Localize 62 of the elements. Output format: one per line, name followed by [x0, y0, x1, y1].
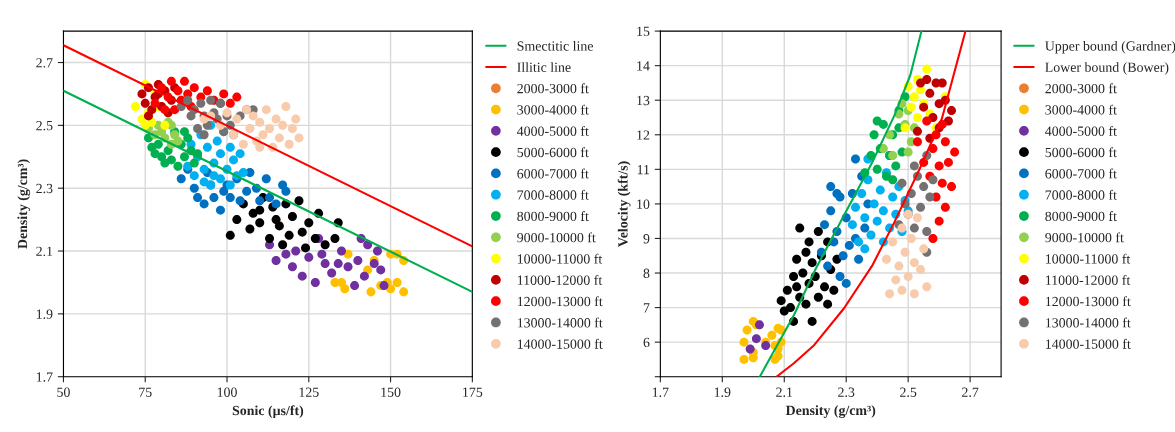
legend-label: 14000-15000 ft — [517, 338, 603, 349]
legend-label: 3000-4000 ft — [517, 104, 589, 115]
y-tick-label: 8 — [643, 268, 650, 278]
legend-label: 8000-9000 ft — [517, 211, 589, 222]
legend-label: 2000-3000 ft — [517, 83, 589, 94]
y-tick-label: 1.7 — [36, 372, 53, 382]
legend-label: 14000-15000 ft — [1046, 338, 1131, 349]
y-axis-title: Velocity (kft/s) — [617, 161, 631, 247]
legend-label: 13000-14000 ft — [517, 317, 603, 328]
y-tick-label: 9 — [643, 234, 650, 244]
y-tick-label: 13 — [637, 95, 650, 106]
x-tick-label: 2.1 — [776, 387, 793, 397]
y-tick-label: 10 — [637, 199, 650, 209]
legend-label: 13000-14000 ft — [1046, 317, 1131, 328]
x-tick-label: 100 — [217, 387, 237, 397]
x-tick-label: 2.3 — [838, 387, 855, 397]
x-tick-label: 2.7 — [962, 387, 979, 397]
y-axis-title: Density (g/cm³) — [17, 159, 31, 249]
x-axis-title: Density (g/cm³) — [785, 405, 876, 418]
legend-label: 11000-12000 ft — [1046, 274, 1131, 285]
y-tick-label: 2.3 — [36, 183, 53, 194]
y-tick-label: 14 — [637, 61, 650, 71]
legend-label: 11000-12000 ft — [517, 274, 603, 285]
x-tick-label: 50 — [57, 387, 70, 397]
y-tick-label: 7 — [643, 303, 650, 313]
x-tick-label: 1.7 — [652, 387, 669, 397]
y-tick-label: 2.7 — [36, 58, 53, 68]
legend-label: 6000-7000 ft — [1045, 168, 1117, 179]
legend-label: 5000-6000 ft — [517, 147, 589, 158]
x-tick-label: 2.5 — [900, 387, 917, 397]
x-tick-label: 125 — [299, 387, 319, 397]
y-tick-label: 15 — [637, 26, 650, 37]
legend-label: Smectitic line — [517, 40, 593, 51]
x-tick-label: 175 — [463, 387, 483, 397]
legend-label: 4000-5000 ft — [1045, 125, 1117, 136]
legend-label: 12000-13000 ft — [517, 296, 603, 307]
y-tick-label: 11 — [637, 164, 650, 175]
y-tick-label: 2.1 — [36, 246, 53, 257]
x-axis-title: Sonic (µs/ft) — [232, 405, 304, 419]
legend-label: 12000-13000 ft — [1046, 296, 1131, 307]
legend-label: 3000-4000 ft — [1045, 104, 1117, 115]
legend-label: Illitic line — [517, 62, 571, 72]
y-tick-label: 12 — [637, 130, 650, 140]
legend-label: Lower bound (Bower) — [1045, 62, 1169, 75]
y-tick-label: 1.9 — [36, 309, 53, 319]
legend-label: Upper bound (Gardner) — [1045, 40, 1175, 54]
legend-label: 9000-10000 ft — [1045, 232, 1124, 243]
legend-label: 5000-6000 ft — [1045, 147, 1117, 158]
y-tick-label: 2.5 — [36, 120, 53, 131]
legend-label: 10000-11000 ft — [1046, 253, 1131, 264]
legend-label: 8000-9000 ft — [1045, 211, 1117, 222]
legend-label: 9000-10000 ft — [517, 232, 596, 243]
legend-label: 6000-7000 ft — [517, 168, 589, 179]
legend-label: 4000-5000 ft — [516, 125, 589, 136]
legend-label: 2000-3000 ft — [1045, 83, 1117, 94]
x-tick-label: 75 — [139, 387, 152, 397]
y-tick-label: 6 — [643, 337, 650, 348]
legend-label: 7000-8000 ft — [517, 189, 589, 200]
x-tick-label: 1.9 — [714, 387, 731, 397]
x-tick-label: 150 — [381, 387, 401, 397]
legend-label: 7000-8000 ft — [1045, 189, 1117, 200]
legend-label: 10000-11000 ft — [517, 253, 603, 264]
